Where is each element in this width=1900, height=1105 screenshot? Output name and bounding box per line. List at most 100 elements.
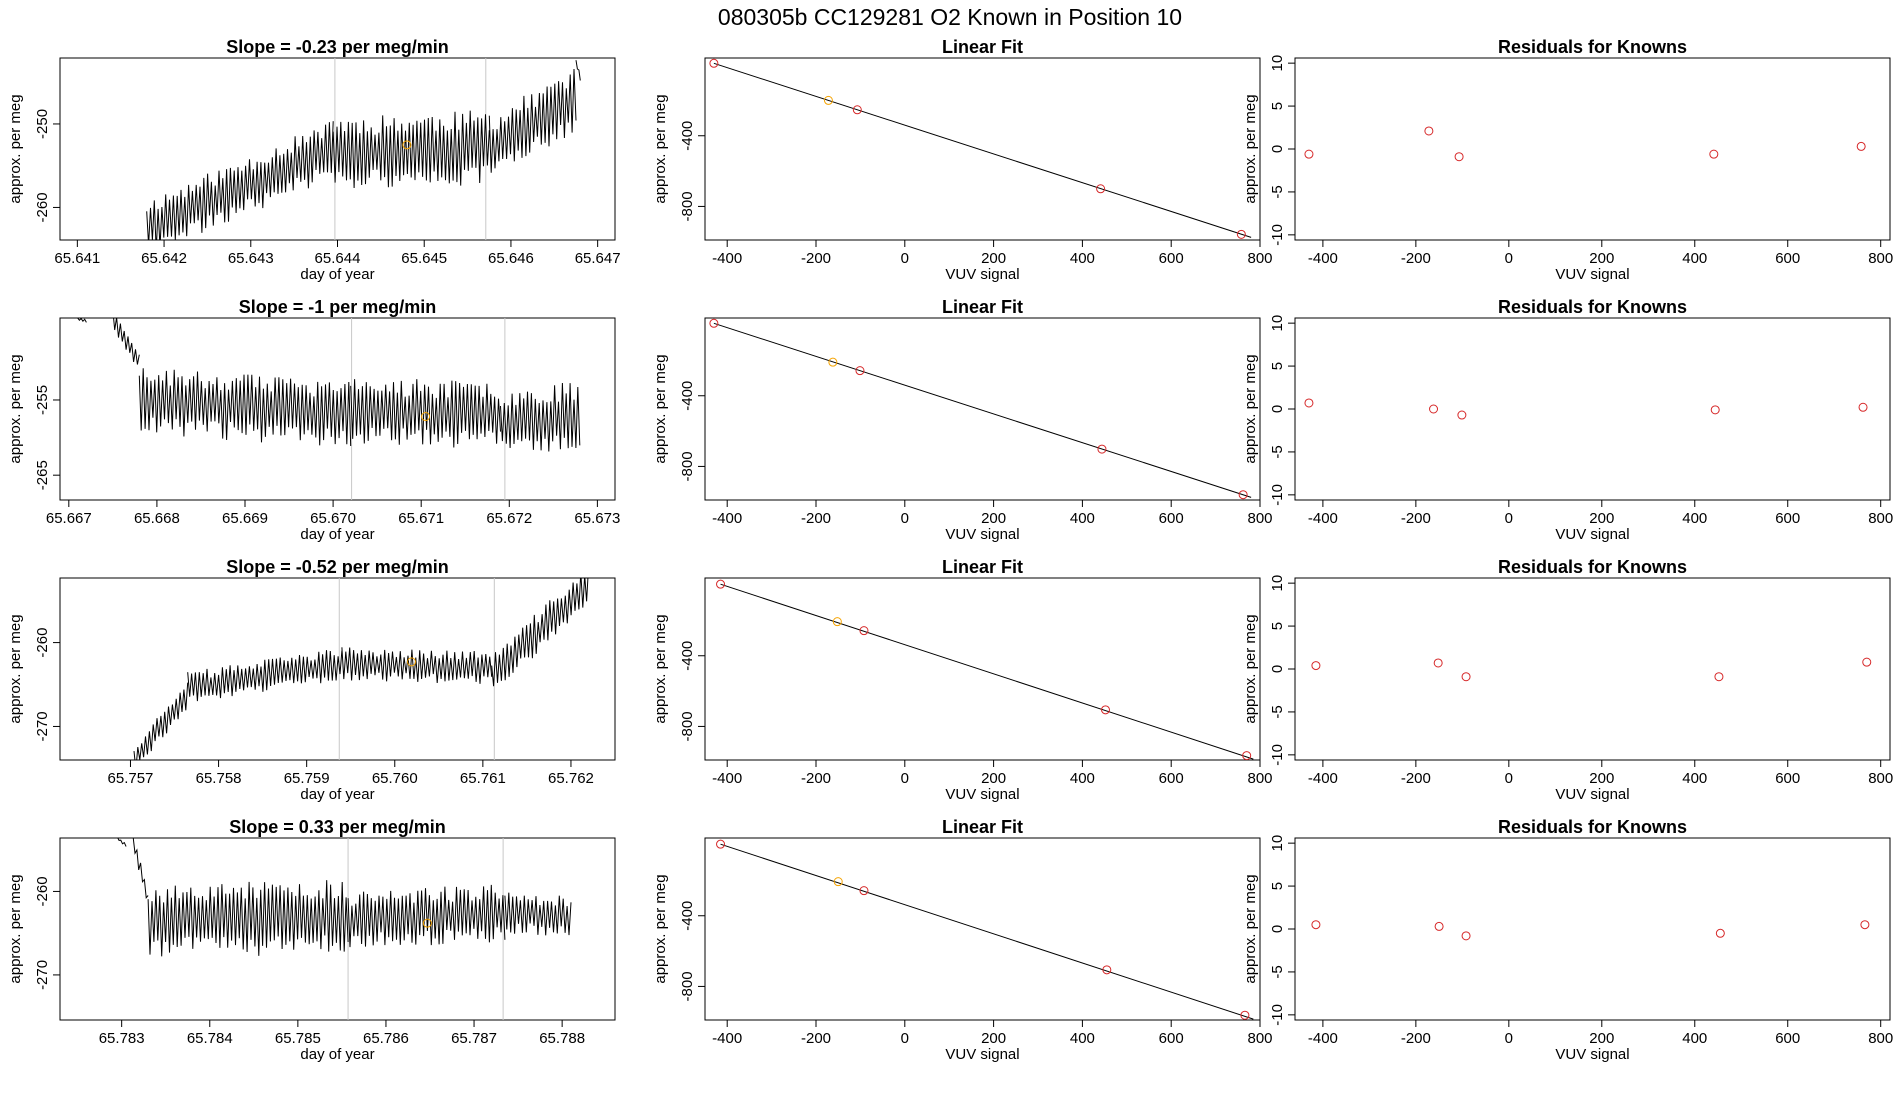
panel-row4-time: Slope = 0.33 per meg/min 65.783 65.784 65.7… [7, 817, 616, 1063]
plot-frame [1294, 577, 1891, 761]
x-axis-label: VUV signal [945, 1046, 1019, 1063]
y-tick-label: 5 [1269, 362, 1286, 370]
panel-title: Linear Fit [942, 297, 1023, 317]
data-trace [504, 892, 572, 936]
panel-title: Residuals for Knowns [1498, 817, 1687, 837]
panel-row3-fit: Linear Fit -400 -200 0 200 400 600 800 -400 -800 V… [652, 557, 1273, 803]
x-tick-label: -400 [1308, 1030, 1338, 1047]
plot-frame [59, 577, 616, 761]
data-point [1461, 931, 1471, 941]
y-tick-label: -250 [34, 109, 51, 139]
x-tick-label: 65.672 [486, 510, 532, 527]
y-axis-label: approx. per meg [7, 354, 24, 463]
panel-row1-residuals: Residuals for Knowns -400 -200 0 200 400 600 80… [1242, 37, 1893, 283]
x-tick-label: 65.644 [315, 250, 361, 267]
figure-title: 080305b CC129281 O2 Known in Position 10 [718, 4, 1182, 30]
data-trace [350, 379, 501, 448]
plot-frame [704, 837, 1261, 1021]
data-point [1461, 672, 1471, 682]
plot-area [1304, 398, 1868, 420]
data-point [1862, 657, 1872, 667]
y-tick-label: 0 [1269, 145, 1286, 153]
data-trace [133, 682, 189, 760]
x-tick-label: 800 [1247, 1030, 1272, 1047]
x-axis-label: VUV signal [945, 786, 1019, 803]
x-tick-label: 400 [1682, 250, 1707, 267]
x-tick-label: -400 [1308, 510, 1338, 527]
panel-row4-fit: Linear Fit -400 -200 0 200 400 600 800 -400 -800 V… [652, 817, 1273, 1063]
fit-line [713, 322, 1252, 498]
x-tick-label: 800 [1247, 770, 1272, 787]
plot-area [709, 318, 1252, 500]
x-tick-label: 0 [1505, 250, 1513, 267]
x-tick-label: -400 [712, 510, 742, 527]
y-tick-label: -260 [34, 628, 51, 658]
panel-row2-fit: Linear Fit -400 -200 0 200 400 600 800 -400 -800 V… [652, 297, 1273, 543]
data-trace [341, 647, 493, 684]
y-axis-label: approx. per meg [652, 874, 669, 983]
x-tick-label: 0 [901, 1030, 909, 1047]
x-tick-label: 65.783 [99, 1030, 145, 1047]
data-point [1236, 229, 1246, 239]
y-tick-label: -400 [679, 901, 696, 931]
panel-title: Linear Fit [942, 817, 1023, 837]
x-tick-label: 65.642 [141, 250, 187, 267]
panel-title: Residuals for Knowns [1498, 557, 1687, 577]
plot-frame [704, 57, 1261, 241]
plot-frame [59, 317, 616, 501]
x-axis-label: VUV signal [945, 266, 1019, 283]
y-tick-label: -270 [34, 711, 51, 741]
data-trace [575, 60, 581, 81]
highlight-marker [407, 657, 416, 667]
plot-frame [704, 577, 1261, 761]
highlight-marker [402, 140, 412, 150]
y-tick-label: -265 [34, 460, 51, 490]
x-tick-label: 0 [901, 770, 909, 787]
panel-title: Linear Fit [942, 557, 1023, 577]
x-tick-label: 800 [1247, 510, 1272, 527]
y-tick-label: -400 [679, 641, 696, 671]
x-tick-label: 0 [1505, 510, 1513, 527]
data-point [855, 366, 865, 376]
x-tick-label: 65.784 [187, 1030, 233, 1047]
x-axis-label: VUV signal [1555, 266, 1629, 283]
panel-title: Residuals for Knowns [1498, 37, 1687, 57]
y-axis-label: approx. per meg [652, 354, 669, 463]
data-trace [347, 884, 506, 948]
data-trace [147, 880, 349, 957]
data-point [859, 626, 869, 636]
panel-title: Residuals for Knowns [1498, 297, 1687, 317]
data-trace [146, 121, 334, 240]
data-point [1304, 398, 1314, 408]
data-point [852, 105, 862, 115]
data-trace [491, 578, 589, 687]
y-tick-label: -5 [1269, 445, 1286, 458]
panel-row2-time: Slope = -1 per meg/min 65.667 65.668 65.669… [7, 297, 620, 543]
x-tick-label: 800 [1247, 250, 1272, 267]
y-tick-label: 5 [1269, 102, 1286, 110]
x-tick-label: -400 [1308, 770, 1338, 787]
data-trace [500, 382, 581, 452]
y-tick-label: -270 [34, 960, 51, 990]
x-tick-label: 400 [1070, 1030, 1095, 1047]
x-tick-label: 65.647 [575, 250, 621, 267]
x-axis-label: day of year [300, 786, 374, 803]
x-tick-label: 65.762 [548, 770, 594, 787]
x-tick-label: 0 [901, 250, 909, 267]
x-tick-label: 600 [1159, 250, 1184, 267]
data-trace [77, 318, 87, 323]
data-point [709, 318, 719, 328]
data-point [1856, 141, 1866, 151]
y-tick-label: 10 [1269, 575, 1286, 592]
data-point [1424, 126, 1434, 136]
y-axis-label: approx. per meg [1242, 354, 1259, 463]
data-trace [187, 650, 343, 702]
y-tick-label: 0 [1269, 665, 1286, 673]
highlight-point [832, 617, 842, 627]
data-point [709, 58, 719, 68]
x-tick-label: 65.670 [310, 510, 356, 527]
plot-area [1311, 920, 1870, 941]
data-point [1102, 965, 1112, 975]
y-tick-label: -255 [34, 385, 51, 415]
fit-line [720, 583, 1254, 760]
